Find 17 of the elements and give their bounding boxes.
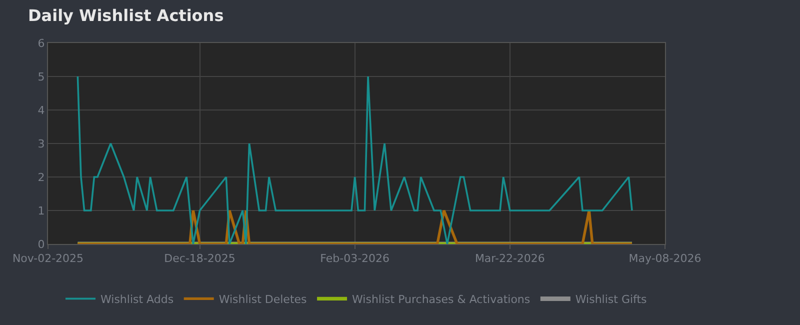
- y-tick-label: 2: [38, 170, 45, 184]
- x-tick-label: Feb-03-2026: [320, 252, 390, 266]
- y-tick-label: 3: [38, 137, 45, 150]
- legend-label: Wishlist Gifts: [575, 292, 648, 306]
- x-tick-label: Nov-02-2025: [12, 252, 84, 266]
- legend-label: Wishlist Adds: [100, 292, 174, 306]
- x-tick-label: Dec-18-2025: [164, 252, 236, 266]
- y-tick-label: 0: [38, 238, 45, 251]
- y-tick-label: 6: [38, 36, 45, 50]
- y-tick-label: 5: [38, 70, 45, 84]
- x-tick-label: Mar-22-2026: [474, 252, 545, 266]
- x-tick-label: May-08-2026: [628, 252, 702, 266]
- legend-label: Wishlist Purchases & Activations: [352, 292, 530, 306]
- legend-label: Wishlist Deletes: [218, 292, 308, 306]
- chart-title: Daily Wishlist Actions: [28, 6, 224, 25]
- y-tick-label: 4: [38, 104, 45, 117]
- y-tick-label: 1: [38, 204, 45, 218]
